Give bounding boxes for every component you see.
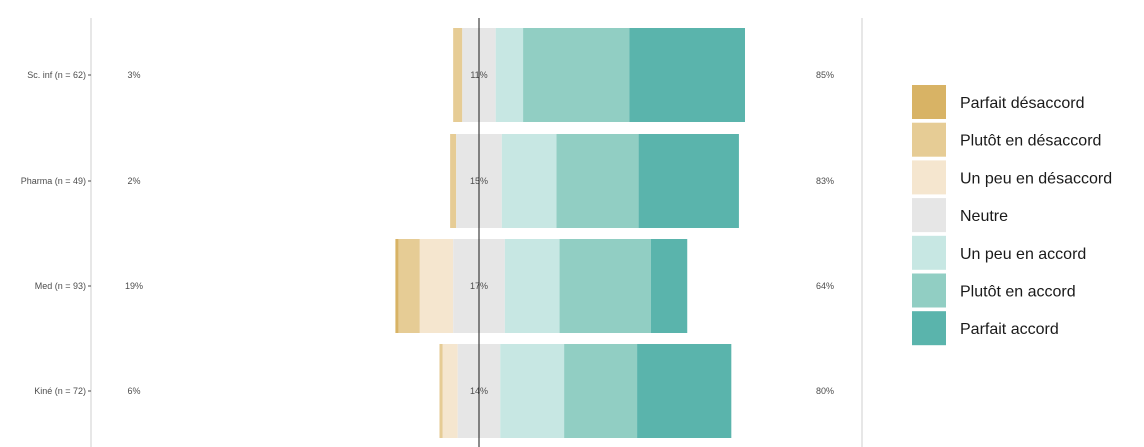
- bar-segment-1-1: [450, 134, 457, 228]
- legend-label: Un peu en désaccord: [960, 170, 1112, 187]
- category-label: Med (n = 93): [35, 281, 86, 291]
- bar-segment-2-6: [650, 239, 688, 333]
- legend-key: [912, 235, 946, 270]
- left-pct-label: 19%: [125, 281, 143, 291]
- right-pct-label: 64%: [816, 281, 834, 291]
- category-label: Pharma (n = 49): [21, 176, 86, 186]
- bar-segment-3-6: [637, 344, 732, 438]
- bar-segment-3-4: [500, 344, 565, 438]
- bar-segment-0-4: [495, 28, 524, 122]
- left-pct-label: 6%: [127, 386, 140, 396]
- legend-label: Plutôt en désaccord: [960, 133, 1101, 150]
- legend-key: [912, 122, 946, 157]
- legend-key: [912, 198, 946, 233]
- bar-segment-0-1: [453, 28, 463, 122]
- bar-segment-2-1: [398, 239, 420, 333]
- legend-label: Parfait désaccord: [960, 95, 1085, 112]
- left-pct-label: 3%: [127, 70, 140, 80]
- right-pct-label: 85%: [816, 70, 834, 80]
- legend-key: [912, 311, 946, 346]
- bar-segment-1-4: [501, 134, 557, 228]
- bar-segment-2-5: [559, 239, 651, 333]
- legend-label: Neutre: [960, 208, 1008, 225]
- bar-segment-3-2: [442, 344, 458, 438]
- bar-segment-1-5: [556, 134, 639, 228]
- bar-segment-0-5: [523, 28, 630, 122]
- legend-label: Un peu en accord: [960, 246, 1086, 263]
- legend-key: [912, 85, 946, 119]
- legend-key: [912, 160, 946, 195]
- bar-segment-2-4: [504, 239, 560, 333]
- category-label: Sc. inf (n = 62): [27, 70, 86, 80]
- category-label: Kiné (n = 72): [34, 386, 86, 396]
- right-pct-label: 80%: [816, 386, 834, 396]
- left-pct-label: 2%: [127, 176, 140, 186]
- bar-segment-2-0: [395, 239, 399, 333]
- legend-key: [912, 273, 946, 308]
- bar-segment-0-6: [629, 28, 745, 122]
- bar-segment-3-5: [564, 344, 638, 438]
- legend-label: Plutôt en accord: [960, 284, 1076, 301]
- bar-segment-1-6: [638, 134, 739, 228]
- bar-segment-2-2: [419, 239, 454, 333]
- legend-label: Parfait accord: [960, 321, 1059, 338]
- right-pct-label: 83%: [816, 176, 834, 186]
- bar-segment-3-1: [439, 344, 443, 438]
